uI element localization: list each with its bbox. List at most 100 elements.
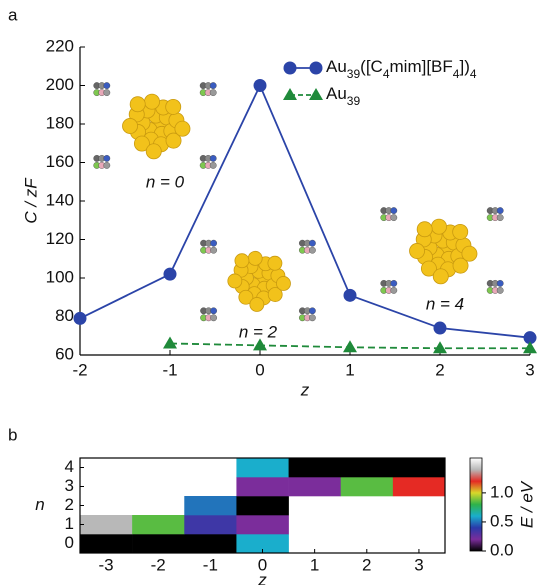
heat-cell [236, 496, 289, 516]
atom [420, 260, 437, 277]
y-tick-label: 220 [46, 36, 74, 55]
y-tick-label: 160 [46, 152, 74, 171]
x-tick-label: 1 [345, 360, 354, 379]
data-marker [163, 336, 177, 349]
heat-cell [392, 458, 446, 478]
x-tick-label: -2 [151, 555, 166, 574]
data-marker [73, 311, 87, 325]
atom [416, 221, 433, 238]
data-marker [253, 79, 267, 92]
x-tick-label: 2 [435, 360, 444, 379]
ligand-atom [308, 314, 316, 322]
ligand-atom [496, 207, 504, 215]
legend-label: Au39 [326, 84, 360, 108]
data-marker [343, 340, 357, 353]
ligand-atom [209, 89, 217, 97]
colorbar-tick-label: 1.0 [490, 482, 514, 501]
y-tick-label: 0 [65, 533, 74, 552]
ligand-atom [308, 246, 316, 254]
y-tick-label: 4 [65, 457, 74, 476]
ligand-atom [308, 239, 316, 247]
heat-cell [132, 534, 185, 554]
molecule-art [380, 207, 504, 294]
x-tick-label: 2 [362, 555, 371, 574]
ligand-atom [103, 82, 111, 90]
heat-cell [340, 477, 394, 497]
ligand-atom [210, 314, 218, 322]
atom [267, 287, 283, 302]
data-marker [343, 288, 357, 302]
y-axis-label: n [35, 495, 44, 514]
atom [133, 135, 150, 152]
atom [276, 276, 291, 291]
ligand-atom [390, 286, 398, 294]
heat-cell [80, 515, 133, 535]
atom [267, 255, 283, 271]
ligand-atom [390, 207, 398, 215]
data-marker [433, 321, 447, 335]
ligand-atom [209, 154, 217, 162]
ligand-atom [210, 239, 218, 247]
ligand-atom [390, 214, 398, 222]
data-marker [523, 331, 537, 345]
x-tick-label: 1 [310, 555, 319, 574]
ligand-atom [210, 307, 218, 315]
y-tick-label: 3 [65, 476, 74, 495]
x-axis-label: z [300, 380, 310, 399]
molecule-art [93, 82, 217, 169]
atom [238, 289, 254, 305]
x-tick-label: 3 [414, 555, 423, 574]
atom [452, 257, 469, 274]
panel-label: a [8, 5, 18, 24]
x-axis-label: z [257, 570, 267, 585]
annotation: n = 2 [239, 322, 278, 341]
ligand-atom [308, 307, 316, 315]
heat-cell [392, 477, 446, 497]
atom [461, 245, 478, 262]
colorbar-label: E / eV [517, 480, 536, 528]
ligand-atom [103, 154, 111, 162]
data-marker [163, 267, 177, 281]
ligand-atom [103, 89, 111, 97]
heat-cell [184, 534, 237, 554]
colorbar-tick-label: 0.5 [490, 511, 514, 530]
atom [227, 273, 243, 289]
atom [145, 143, 162, 160]
data-marker [253, 338, 267, 351]
legend-marker [309, 88, 323, 100]
atom [431, 218, 447, 235]
heat-cell [184, 515, 237, 535]
annotation: n = 4 [426, 294, 464, 313]
data-marker [523, 341, 537, 354]
heat-cell [236, 534, 289, 554]
ligand-atom [496, 286, 504, 294]
atom [432, 268, 449, 285]
x-tick-label: -3 [99, 555, 114, 574]
legend-marker [309, 61, 323, 75]
atom [174, 120, 191, 137]
atom [122, 118, 139, 134]
heat-cell [80, 534, 133, 554]
atom [234, 253, 250, 269]
ligand-atom [209, 161, 217, 169]
y-tick-label: 1 [65, 514, 74, 533]
y-tick-label: 120 [46, 229, 74, 248]
heat-cell [236, 477, 289, 497]
y-tick-label: 180 [46, 113, 74, 132]
heat-cell [288, 458, 342, 478]
y-tick-label: 60 [55, 344, 74, 363]
atom [144, 93, 160, 110]
heat-cell [132, 515, 185, 535]
heat-cell [236, 458, 289, 478]
ligand-atom [210, 246, 218, 254]
colorbar-tick-label: 0.0 [490, 540, 514, 559]
y-tick-label: 200 [46, 75, 74, 94]
atom [129, 96, 146, 113]
y-tick-label: 80 [55, 306, 74, 325]
x-tick-label: -1 [162, 360, 177, 379]
ligand-atom [390, 279, 398, 287]
ligand-atom [496, 214, 504, 222]
colorbar [469, 457, 483, 552]
ligand-atom [103, 161, 111, 169]
